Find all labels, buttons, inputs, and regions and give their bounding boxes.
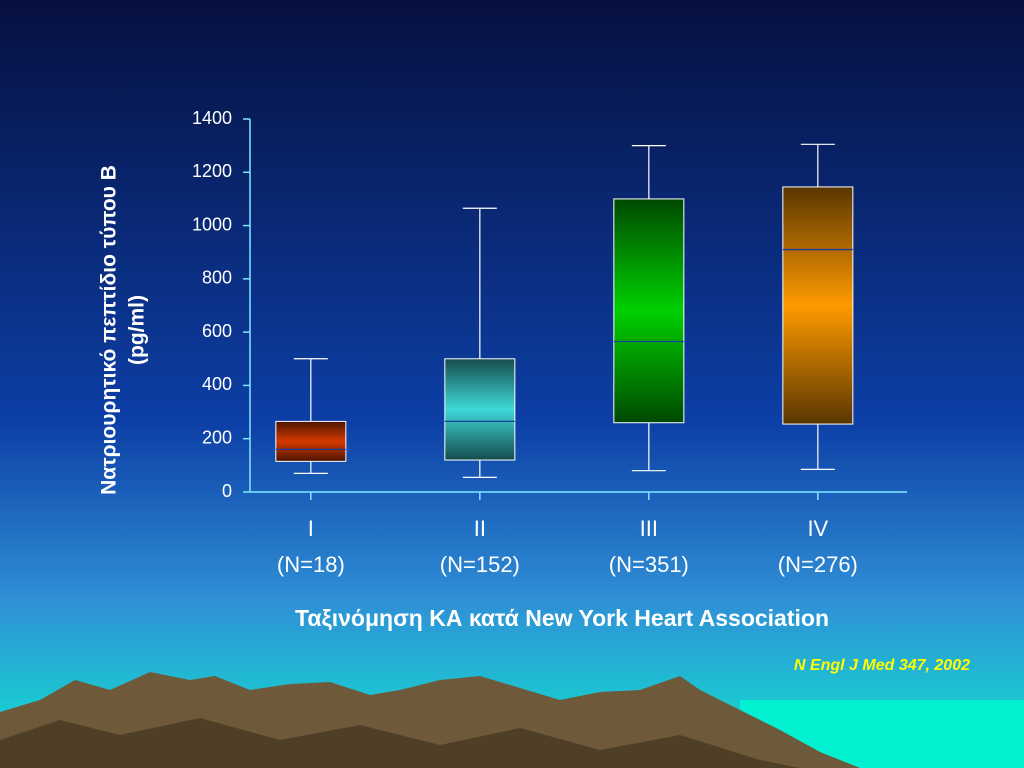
y-tick-label: 600 xyxy=(202,321,232,341)
y-tick-label: 800 xyxy=(202,268,232,288)
y-tick-label: 200 xyxy=(202,427,232,447)
x-tick-note: (N=276) xyxy=(778,552,858,577)
mountains-shadow xyxy=(0,718,800,768)
y-tick-label: 0 xyxy=(222,481,232,501)
x-tick-note: (N=18) xyxy=(277,552,345,577)
y-tick-label: 1200 xyxy=(192,161,232,181)
x-tick-label: III xyxy=(640,516,658,541)
source: N Engl J Med 347, 2002 xyxy=(794,657,970,674)
x-axis-label: Ταξινόμηση ΚΑ κατά New York Heart Associ… xyxy=(295,605,829,631)
plot: 0 200 400 600 800 1000 1200 1400 I (N=18) II (N=152… xyxy=(192,108,907,577)
x-tick-label: II xyxy=(474,516,486,541)
box xyxy=(782,186,854,425)
x-tick-label: IV xyxy=(807,516,828,541)
y-tick-label: 400 xyxy=(202,374,232,394)
y-tick-label: 1000 xyxy=(192,214,232,234)
box xyxy=(444,358,516,461)
box xyxy=(275,420,347,462)
y-axis-label: Νατριουρητικό πεπτίδιο τύπου Β xyxy=(98,165,121,495)
x-tick-note: (N=152) xyxy=(440,552,520,577)
box xyxy=(613,198,685,424)
x-tick-label: I xyxy=(308,516,314,541)
x-tick-note: (N=351) xyxy=(609,552,689,577)
y-tick-label: 1400 xyxy=(192,108,232,128)
y-axis-label: (pg/ml) xyxy=(126,295,149,365)
